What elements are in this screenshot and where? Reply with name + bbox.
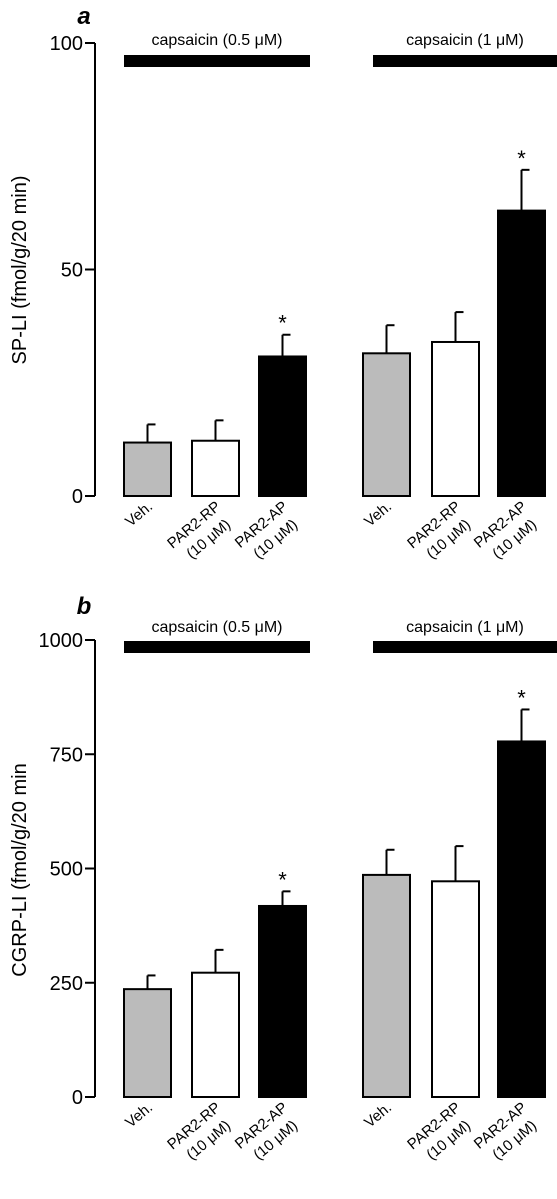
panel-a-group-2-condition-bar (373, 55, 557, 67)
panel-a-group-1-category-label: Veh. (122, 498, 156, 530)
panel-a-group-1-bar (191, 439, 240, 498)
panel-b-y-tick-label: 0 (72, 1087, 83, 1109)
panel-b-group-1-condition-label: capsaicin (0.5 μM) (151, 619, 282, 636)
panel-a-group-2-category-label: Veh. (361, 498, 395, 530)
panel-b-group-2-significance-star: * (517, 685, 526, 710)
panel-a-y-tick-label: 50 (61, 260, 83, 282)
panel-b-y-axis-label: CGRP-LI (fmol/g/20 min (9, 763, 31, 976)
panel-a-group-2-significance-star: * (517, 146, 526, 171)
panel-a-group-1-condition-label: capsaicin (0.5 μM) (151, 32, 282, 49)
panel-b-y-tick-label: 750 (50, 744, 83, 766)
panel-b-y-tick-label: 250 (50, 973, 83, 995)
panel-b-group-2-bar (497, 740, 546, 1098)
panel-b-group-2-condition-bar (373, 641, 557, 653)
panel-a-group-1-condition-bar (124, 55, 310, 67)
panel-b-group-2-category-label: Veh. (361, 1099, 395, 1131)
panel-a-group-1-bar (258, 355, 307, 498)
panel-a-group-2-bar (362, 352, 411, 497)
panel-b-group-1-bar (258, 904, 307, 1098)
panel-b-group-2-condition-label: capsaicin (1 μM) (406, 619, 524, 636)
panel-b-group-1-category-label: Veh. (122, 1099, 156, 1131)
panel-b-group-1-significance-star: * (278, 867, 287, 892)
panel-a-group-1-significance-star: * (278, 311, 287, 336)
panel-a-y-tick-label: 0 (72, 486, 83, 508)
panel-a-letter: a (77, 3, 90, 30)
panel-a-group-1-bar (123, 441, 172, 497)
panel-b-group-1-bar (123, 988, 172, 1099)
panel-b-group-1-bar (191, 971, 240, 1098)
panel-b-y-tick-label: 1000 (39, 630, 84, 652)
panel-b-letter: b (77, 593, 92, 620)
panel-b-group-2-bar (362, 873, 411, 1099)
panel-a-y-tick-label: 100 (50, 33, 83, 55)
panel-a-group-2-bar (431, 340, 480, 498)
panel-b-y-tick-label: 500 (50, 859, 83, 881)
panel-a-y-axis-label: SP-LI (fmol/g/20 min) (9, 176, 31, 365)
panel-b-group-2-bar (431, 880, 480, 1099)
panel-a-group-2-condition-label: capsaicin (1 μM) (406, 32, 524, 49)
panel-a-group-2-bar (497, 209, 546, 498)
panel-b-group-1-condition-bar (124, 641, 310, 653)
